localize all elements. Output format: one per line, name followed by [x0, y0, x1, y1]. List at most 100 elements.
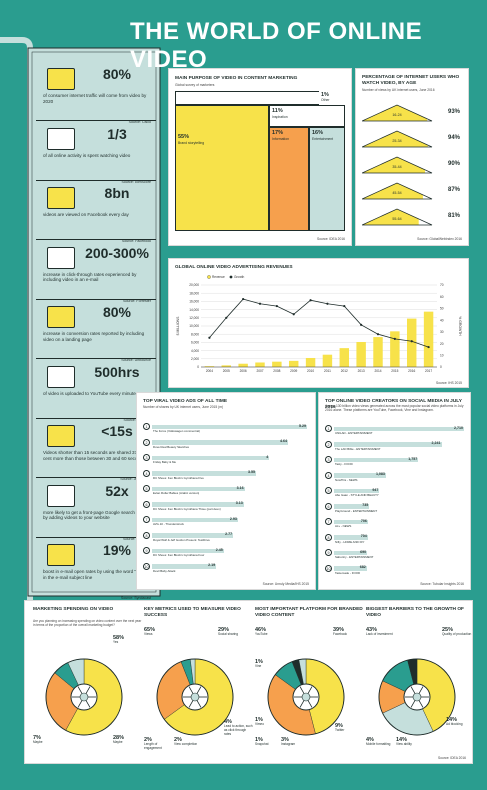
stat-value: 500hrs — [94, 363, 140, 380]
age-label: 55-64 — [392, 217, 402, 221]
pie-label-text: Mobile formatting — [366, 742, 391, 746]
ranked-label: AJ+ - NEWS — [335, 524, 352, 529]
stat-divider — [36, 298, 156, 300]
x-tick-label: 2008 — [273, 369, 280, 373]
stat-text: of consumer internet traffic will come f… — [43, 93, 147, 104]
ranked-row: 8 704 Nifty - HOME AND DIY — [325, 533, 467, 544]
ranked-value: 2.77 — [225, 532, 233, 536]
ranked-bar — [152, 455, 270, 460]
pie-title: BIGGEST BARRIERS TO THE GROWTH OF VIDEO — [366, 607, 464, 618]
ranked-label: Friday Baby & Me — [153, 460, 176, 465]
wheel-spoke — [410, 700, 416, 708]
pie-label-text: Lack of investment — [366, 632, 393, 636]
age-value: 94% — [447, 135, 460, 141]
pie-label-pct: 1% — [255, 659, 263, 665]
pie-label-pct: 1% — [255, 737, 263, 743]
treemap-cell-inspiration: 11% Inspiration — [269, 105, 345, 127]
pies-panel: MARKETING SPENDING ON VIDEO Are you plann… — [24, 600, 473, 764]
treemap-pct: 11% — [272, 108, 283, 114]
age-title: PERCENTAGE OF INTERNET USERS WHO WATCH V… — [362, 75, 460, 86]
pie-label: 7% Maybe — [33, 735, 63, 745]
pie-label: 65% Views — [144, 627, 174, 637]
pie-label-pct: 3% — [281, 737, 289, 743]
ranked-bar — [334, 426, 464, 431]
ranked-bar — [334, 473, 386, 478]
treemap-label: Information — [272, 137, 289, 141]
pie-card: MARKETING SPENDING ON VIDEO Are you plann… — [29, 601, 141, 761]
stat-value: 1/3 — [107, 125, 127, 142]
pie-label-text: Length of engagement — [144, 742, 162, 750]
pie-label: 29% Social sharing — [218, 627, 248, 637]
pie-label: 1% Vine — [255, 659, 285, 669]
ranked-label: Royal Wolf & Jeff Gordon Present: TestDr… — [153, 537, 210, 542]
pie-chart — [378, 658, 456, 736]
stat-value: 80% — [102, 66, 132, 82]
viral-title: TOP VIRAL VIDEO ADS OF ALL TIME — [143, 399, 228, 404]
wheel-center-icon — [79, 692, 89, 702]
stat-card: <15s Videos shorter than 15 seconds are s… — [36, 419, 156, 481]
growth-point — [376, 333, 380, 336]
rank-badge: 2 — [325, 440, 332, 448]
pie-label-pct: 43% — [366, 627, 378, 633]
stat-value: <15s — [101, 423, 133, 439]
creators-subtitle: Across 130 billion video views generated… — [325, 404, 464, 412]
pie-label: 4% Lead to action, such as click through … — [224, 719, 254, 736]
revenue-bar — [406, 318, 417, 367]
stat-divider — [36, 358, 156, 359]
ranked-bar — [334, 566, 367, 571]
x-tick-label: 2011 — [324, 369, 331, 373]
revenue-bar — [373, 337, 383, 367]
y-tick-label: 6,000 — [191, 341, 199, 345]
pie-label: 39% Facebook — [333, 627, 363, 637]
y2-tick-label: 70 — [440, 283, 444, 287]
rank-badge: 10 — [325, 564, 332, 572]
rank-badge: 9 — [325, 549, 332, 556]
revenue-bar — [339, 348, 350, 367]
ranked-label: Evian Roller Babies (Arabic version) — [153, 491, 200, 496]
stat-value: 80% — [102, 304, 132, 320]
wheel-center-icon — [301, 692, 311, 702]
x-tick-label: 2012 — [341, 369, 348, 373]
ranked-row: 7 2.93 AVG.10 - Thunderstruck — [143, 516, 313, 526]
stat-source: Source: Cisco — [128, 120, 151, 124]
pie-title: MARKETING SPENDING ON VIDEO — [33, 607, 114, 612]
ranked-value: 3.55 — [248, 470, 256, 474]
ranked-bar — [334, 519, 368, 524]
stat-divider — [36, 120, 156, 121]
pie-label: 2% Length of engagement — [144, 737, 174, 751]
ranked-bar — [334, 488, 380, 493]
growth-point — [242, 297, 245, 301]
stat-text: increase in conversion rates reported by… — [43, 331, 145, 342]
pie-label-pct: 39% — [333, 627, 345, 633]
growth-point — [292, 313, 295, 316]
age-triangle-icon — [362, 105, 432, 121]
y2-tick-label: 30 — [440, 330, 444, 334]
pie-label-pct: 7% — [33, 735, 41, 741]
age-triangle-icon — [362, 131, 432, 147]
rank-badge: 7 — [325, 518, 332, 525]
wheel-spoke — [85, 686, 91, 694]
ranked-bar — [334, 535, 368, 540]
ranked-value: 690 — [360, 549, 367, 554]
rank-badge: 10 — [143, 562, 150, 570]
rank-badge: 4 — [143, 469, 150, 477]
rank-badge: 6 — [325, 502, 332, 510]
stat-text: of all online activity is spent watching… — [43, 152, 131, 158]
growth-point — [427, 345, 430, 349]
pie-label: 1% Snapchat — [255, 737, 285, 747]
ranked-row: 6 735 PlayGround - ENTERTAINMENT — [325, 502, 467, 513]
legend-revenue: Revenue — [212, 275, 225, 279]
stat-source: Source: Syndacast — [120, 596, 151, 600]
y-tick-label: 0 — [197, 365, 199, 369]
growth-point — [410, 340, 413, 343]
pie-label-text: Views — [144, 632, 153, 636]
ranked-label: AVG.10 - Thunderstruck — [153, 522, 184, 527]
ranked-bar — [334, 442, 442, 447]
growth-line — [209, 298, 429, 348]
stat-divider — [36, 477, 156, 478]
pie-label-text: Ad blocking — [446, 722, 463, 726]
ranked-value: 947 — [372, 487, 379, 492]
stat-value: 52x — [105, 482, 129, 499]
ranked-row: 2 2,241 The LAD Bible - ENTERTAINMENT — [325, 440, 467, 451]
y-tick-label: 14,000 — [189, 308, 199, 312]
